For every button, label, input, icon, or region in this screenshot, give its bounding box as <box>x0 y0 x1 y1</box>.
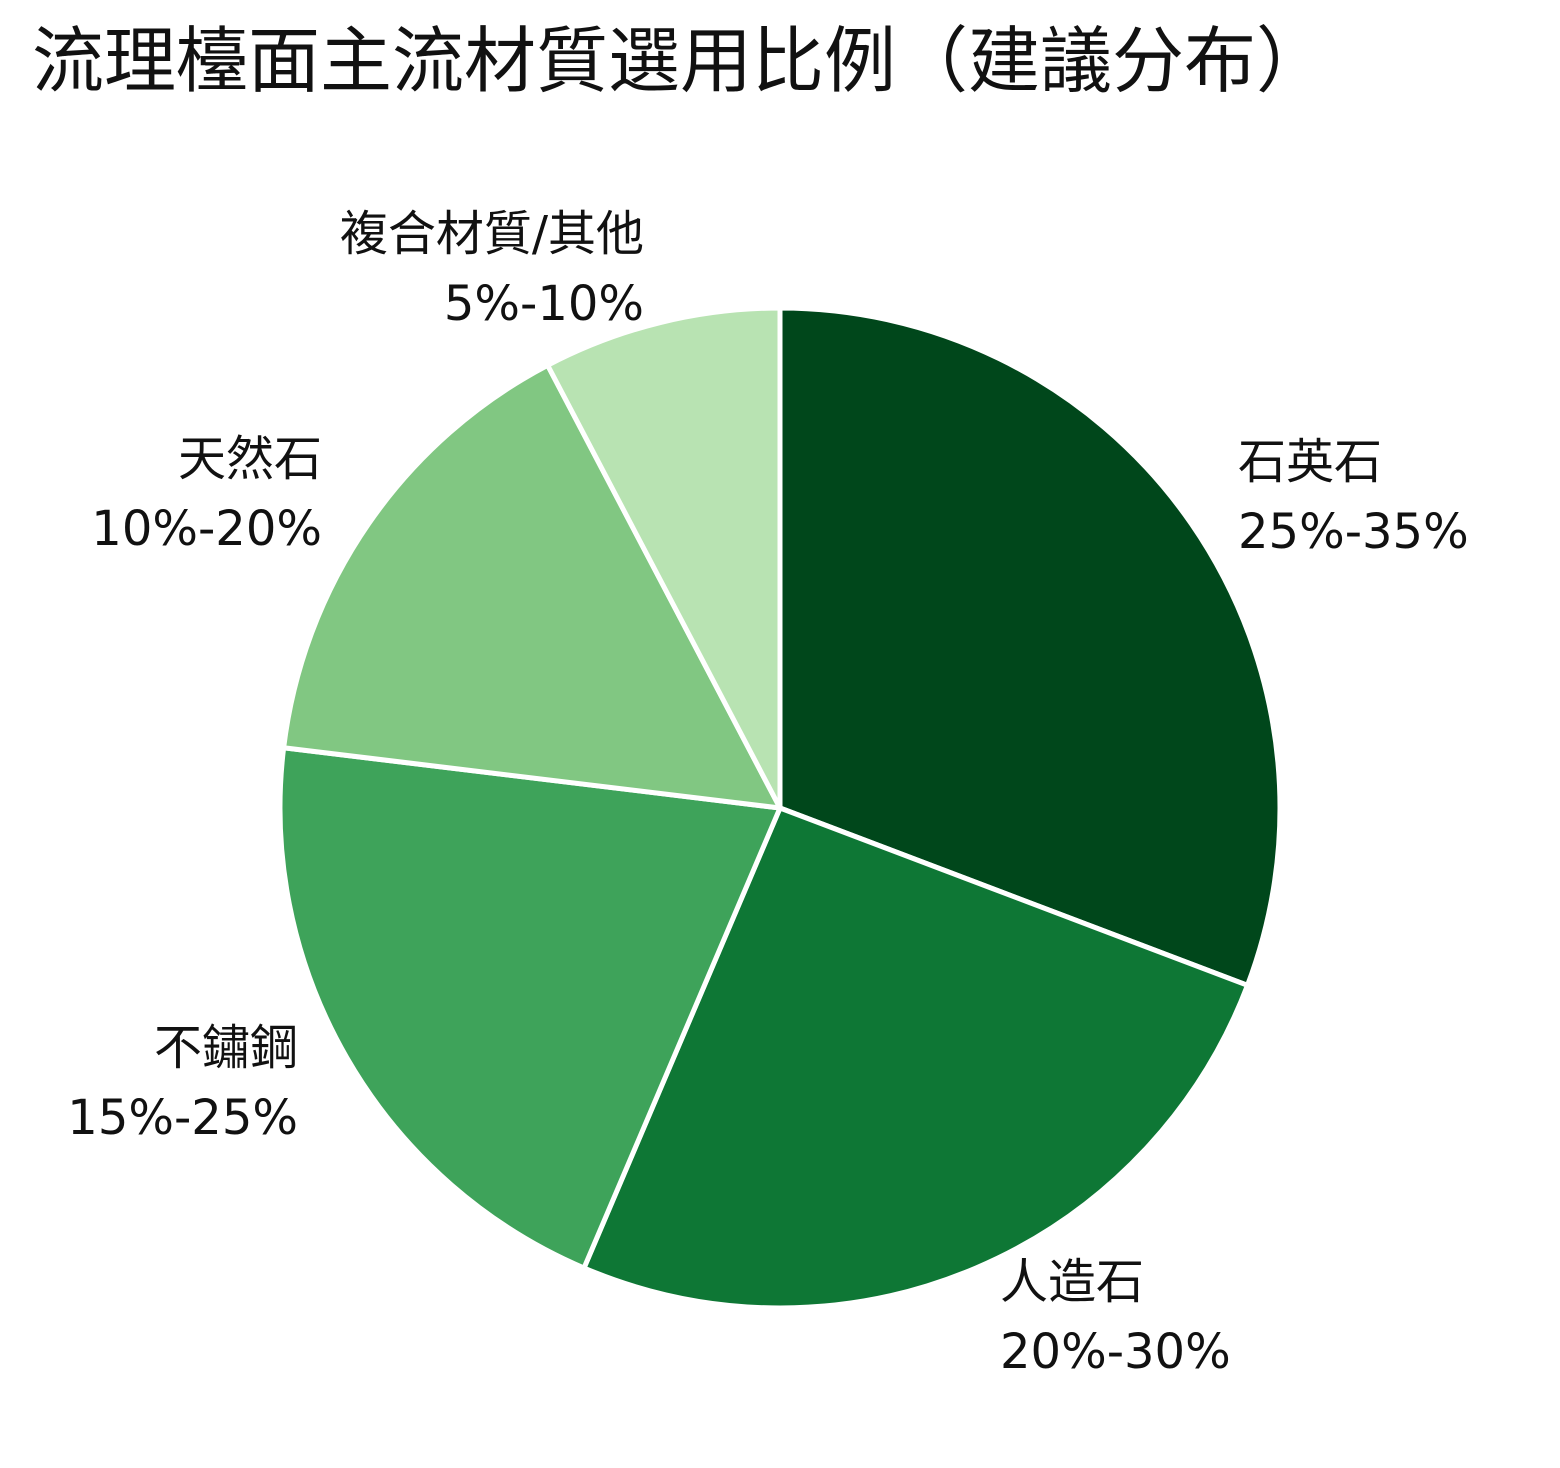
pie-slice-3 <box>277 745 783 1271</box>
slice-label-name-5: 複合材質/其他 <box>340 206 644 262</box>
chart-title: 流理檯面主流材質選用比例（建議分布） <box>32 19 1329 103</box>
slice-label-range-1: 25%-35% <box>1238 504 1469 560</box>
pie-slices <box>277 305 1283 1311</box>
slice-label-name-2: 人造石 <box>1000 1254 1144 1310</box>
slice-label-range-2: 20%-30% <box>1000 1324 1231 1380</box>
pie-slice-2 <box>581 805 1251 1311</box>
pie-slice-4 <box>281 362 783 811</box>
pie-slice-1 <box>777 305 1283 988</box>
slice-label-range-5: 5%-10% <box>444 276 644 332</box>
slice-label-name-4: 天然石 <box>178 431 322 487</box>
slice-labels: 石英石 25%-35% 人造石 20%-30% 不鏽鋼 15%-25% 天然石 10%-20%… <box>67 206 1468 1380</box>
pie-slice-5 <box>545 305 783 811</box>
slice-label-range-4: 10%-20% <box>91 501 322 557</box>
slice-label-name-3: 不鏽鋼 <box>154 1020 298 1076</box>
slice-label-name-1: 石英石 <box>1238 434 1382 490</box>
slice-label-range-3: 15%-25% <box>67 1090 298 1146</box>
